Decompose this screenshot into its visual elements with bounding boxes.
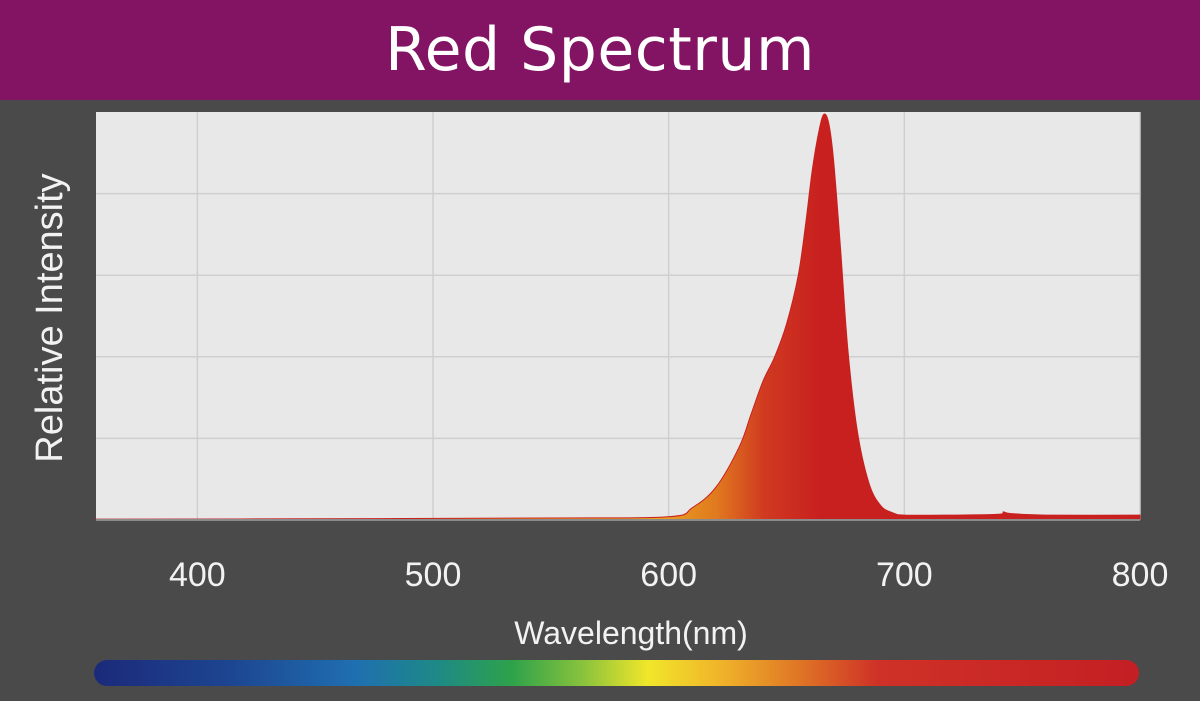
- x-tick-label: 400: [169, 556, 226, 594]
- x-tick-label: 700: [876, 556, 933, 594]
- x-axis-label: Wavelength(nm): [514, 615, 748, 651]
- x-tick-label: 600: [640, 556, 697, 594]
- y-axis-label: Relative Intensity: [29, 173, 71, 462]
- chart-title: Red Spectrum: [385, 15, 815, 85]
- wavelength-color-bar: [94, 660, 1139, 686]
- grid: [96, 112, 1141, 520]
- spectrum-curve: [95, 113, 1141, 521]
- plot-area: [96, 112, 1140, 520]
- title-bar: Red Spectrum: [0, 0, 1200, 100]
- x-tick-labels: 400 500 600 700 800: [169, 556, 1168, 594]
- x-tick-label: 500: [405, 556, 462, 594]
- x-tick-label: 800: [1112, 556, 1169, 594]
